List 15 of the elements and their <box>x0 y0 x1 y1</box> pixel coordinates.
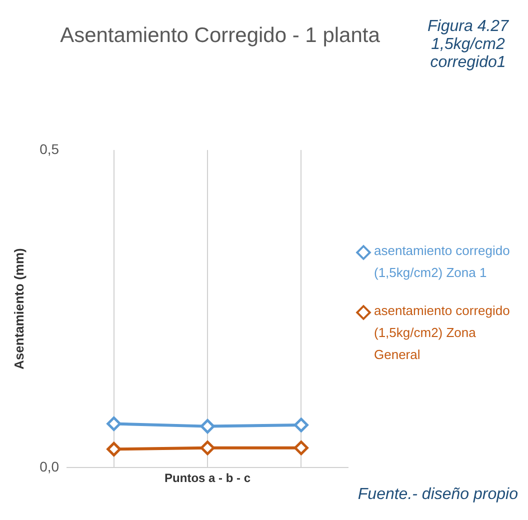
point <box>106 416 122 432</box>
chart-title: Asentamiento Corregido - 1 planta <box>59 24 381 48</box>
source-note: Fuente.- diseño propio <box>358 486 518 504</box>
y-tick-label: 0,0 <box>40 458 60 474</box>
point <box>294 418 308 432</box>
text: Figura 4.27 1,5kg/cm2 corregido1 <box>426 18 510 72</box>
point <box>200 440 215 456</box>
y-tick-label: 0,5 <box>40 140 60 157</box>
point <box>106 442 122 456</box>
legend-label: asentamiento corregido (1,5kg/cm2) Zona 1 <box>374 242 511 282</box>
point <box>294 440 308 456</box>
legend-label: asentamiento corregido (1,5kg/cm2) Zona General <box>374 302 511 364</box>
x-axis-title: Puntos a - b - c <box>164 471 251 486</box>
y-axis-title: Asentamiento (mm) <box>11 248 26 370</box>
point <box>200 419 215 434</box>
